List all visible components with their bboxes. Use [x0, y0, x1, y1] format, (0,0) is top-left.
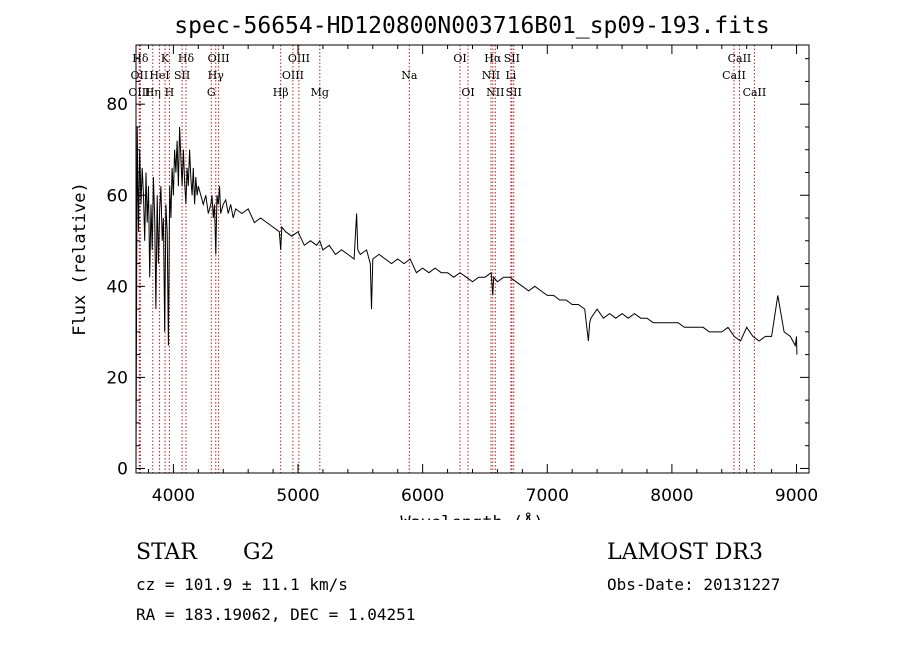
line-label-24: SII	[506, 86, 522, 99]
plot-frame	[135, 44, 810, 474]
x-tick-label-1: 5000	[276, 486, 319, 506]
line-label-0: Hδ	[132, 52, 149, 65]
line-label-16: Na	[401, 69, 418, 82]
emission-line-labels: Hδ OII OIII K HeI Hη Hδ SII H OIII Hγ G OIII OIII Hβ Mg…	[128, 52, 766, 99]
spectrum-line	[135, 126, 798, 469]
x-tick-label-4: 8000	[650, 486, 693, 506]
emission-line-markers	[138, 45, 755, 473]
y-axis-ticks: 0 20 40 60 80	[106, 58, 809, 479]
redshift-text: cz = 101.9 ± 11.1 km/s	[136, 575, 348, 594]
x-tick-label-3: 7000	[526, 486, 569, 506]
line-label-18: OI	[461, 86, 474, 99]
x-tick-label-5: 9000	[775, 486, 818, 506]
x-tick-label-2: 6000	[401, 486, 444, 506]
line-label-1: OII	[131, 69, 149, 82]
line-label-20: SII	[504, 52, 520, 65]
y-tick-label-2: 40	[106, 277, 128, 297]
x-axis-label: Wavelength (Å)	[400, 511, 543, 520]
line-label-15: Mg	[311, 86, 329, 99]
y-tick-label-0: 0	[117, 459, 128, 479]
line-label-3: K	[161, 52, 170, 65]
y-axis-label: Flux (relative)	[70, 182, 90, 336]
survey-name: LAMOST DR3	[607, 540, 763, 565]
line-label-12: OIII	[288, 52, 310, 65]
chart-title: spec-56654-HD120800N003716B01_sp09-193.f…	[174, 13, 769, 39]
x-tick-label-0: 4000	[152, 486, 195, 506]
line-label-5: Hη	[145, 86, 161, 99]
line-label-4: HeI	[149, 69, 169, 82]
line-label-6: Hδ	[178, 52, 195, 65]
line-label-13: OIII	[282, 69, 304, 82]
line-label-17: OI	[453, 52, 466, 65]
object-class: STAR	[136, 540, 197, 565]
x-axis-ticks: 4000 5000 6000 7000 8000 9000	[147, 45, 818, 506]
y-tick-label-3: 60	[106, 186, 128, 206]
line-label-26: CaII	[722, 69, 746, 82]
obs-date-text: Obs-Date: 20131227	[607, 575, 781, 594]
line-label-14: Hβ	[273, 86, 289, 99]
y-tick-label-4: 80	[106, 95, 128, 115]
line-label-7: SII	[174, 69, 190, 82]
line-label-11: G	[207, 86, 216, 99]
line-label-10: Hγ	[208, 69, 225, 82]
line-label-9: OIII	[208, 52, 230, 65]
line-label-23: NII	[486, 86, 504, 99]
line-label-22: Li	[505, 69, 516, 82]
spectral-subclass: G2	[243, 540, 275, 565]
y-tick-label-1: 20	[106, 368, 128, 388]
line-label-19: Hα	[484, 52, 502, 65]
line-label-21: NII	[482, 69, 500, 82]
line-label-2: OIII	[128, 86, 150, 99]
line-label-25: CaII	[728, 52, 752, 65]
coordinates-text: RA = 183.19062, DEC = 1.04251	[136, 605, 416, 624]
spectrum-chart: spec-56654-HD120800N003716B01_sp09-193.f…	[70, 13, 818, 520]
line-label-27: CaII	[743, 86, 767, 99]
line-label-8: H	[165, 86, 175, 99]
